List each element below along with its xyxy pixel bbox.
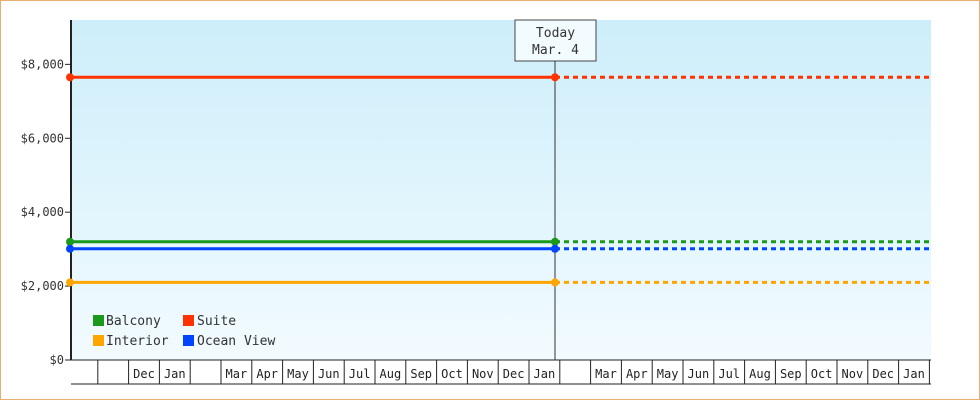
series-point-start-balcony <box>66 237 74 246</box>
series-point-today-interior <box>551 278 559 287</box>
legend-swatch-balcony <box>93 315 104 326</box>
x-month-label: Aug <box>749 367 771 381</box>
series-point-start-ocean-view <box>66 244 74 253</box>
x-month-label: Jun <box>318 367 340 381</box>
x-month-label: Jan <box>164 367 186 381</box>
legend: Balcony Suite Interior Ocean View <box>93 314 275 349</box>
x-month-label: Jul <box>349 367 371 381</box>
x-month-label: Nov <box>472 367 494 381</box>
today-label: Today <box>536 26 575 41</box>
legend-swatch-suite <box>183 315 194 326</box>
x-month-label: Dec <box>133 367 155 381</box>
y-tick-label: $2,000 <box>21 279 64 293</box>
x-month-label: Apr <box>256 367 278 381</box>
series-point-today-balcony <box>551 237 559 246</box>
x-month-label: Apr <box>626 367 648 381</box>
today-marker: Today Mar. 4 <box>514 19 597 62</box>
y-tick-label: $8,000 <box>21 57 64 71</box>
series-point-start-interior <box>66 278 74 287</box>
x-month-label: Dec <box>503 367 525 381</box>
x-month-label: Mar <box>226 367 248 381</box>
legend-swatch-interior <box>93 335 104 346</box>
x-month-label: Sep <box>410 367 432 381</box>
series-point-start-suite <box>66 73 74 82</box>
x-month-label: Sep <box>780 367 802 381</box>
today-date: Mar. 4 <box>532 43 579 58</box>
y-tick-label: $6,000 <box>21 131 64 145</box>
today-box <box>514 19 597 62</box>
x-month-label: Nov <box>842 367 864 381</box>
legend-label-ocean-view: Ocean View <box>197 334 275 349</box>
x-month-label: Oct <box>811 367 833 381</box>
y-tick-label: $0 <box>50 353 64 367</box>
x-month-label: Jan <box>534 367 556 381</box>
x-month-label: Oct <box>441 367 463 381</box>
x-month-label: May <box>287 367 309 381</box>
x-month-label: Dec <box>872 367 894 381</box>
x-month-label: Mar <box>595 367 617 381</box>
plot-area <box>71 20 931 360</box>
x-month-label: Jul <box>718 367 740 381</box>
legend-label-suite: Suite <box>197 314 236 329</box>
x-month-label: Jan <box>903 367 925 381</box>
x-month-label: Aug <box>380 367 402 381</box>
x-month-label: May <box>657 367 679 381</box>
y-tick-label: $4,000 <box>21 205 64 219</box>
legend-label-balcony: Balcony <box>106 314 161 329</box>
series-point-today-ocean-view <box>551 244 559 253</box>
legend-swatch-ocean-view <box>183 335 194 346</box>
series-point-today-suite <box>551 73 559 82</box>
x-month-label: Jun <box>688 367 710 381</box>
legend-label-interior: Interior <box>106 334 169 349</box>
